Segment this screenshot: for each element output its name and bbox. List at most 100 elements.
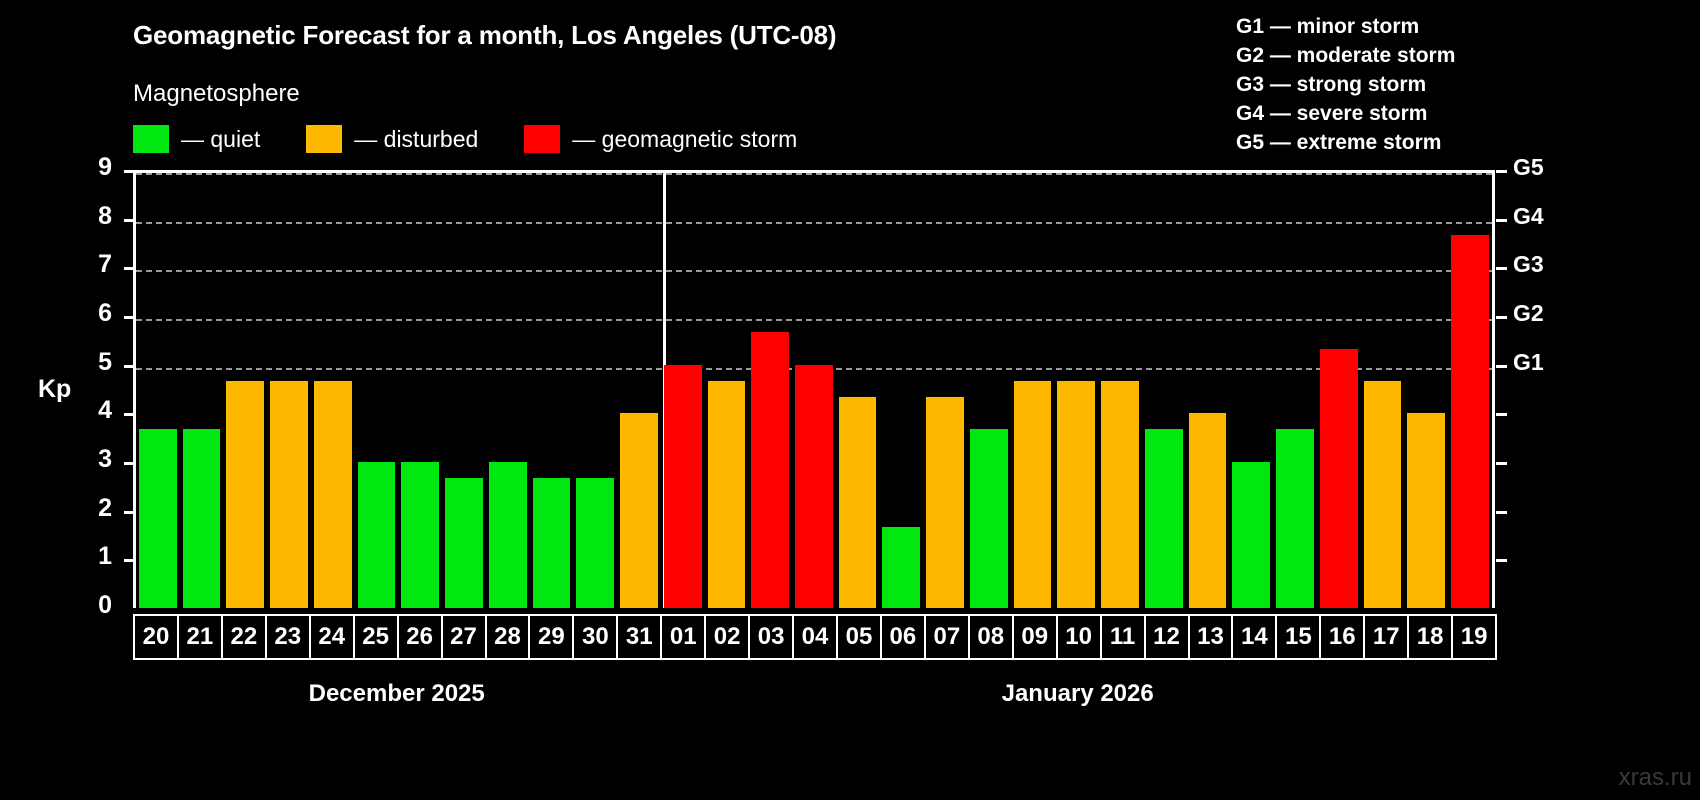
bar-20 (139, 429, 177, 608)
date-cell-16[interactable]: 16 (1319, 614, 1366, 660)
legend-swatch-icon (306, 125, 343, 153)
bar-31 (620, 413, 658, 608)
bar-cell (661, 173, 705, 608)
bar-15 (1276, 429, 1314, 608)
g-tick-G1: G1 (1513, 348, 1544, 375)
bar-12 (1144, 429, 1183, 608)
date-cell-19[interactable]: 19 (1451, 614, 1498, 660)
bar-27 (445, 478, 483, 608)
date-cell-24[interactable]: 24 (308, 614, 355, 660)
y-tick-mark-6 (124, 316, 135, 319)
date-cell-11[interactable]: 11 (1099, 614, 1146, 660)
g-tick-G2: G2 (1513, 300, 1544, 326)
bar-23 (270, 380, 308, 608)
date-cell-04[interactable]: 04 (792, 614, 838, 660)
y-tick-mark-3 (124, 462, 135, 465)
legend-label: — geomagnetic storm (572, 125, 798, 152)
bar-cell (223, 173, 267, 608)
date-cell-31[interactable]: 31 (616, 614, 663, 660)
bar-11 (1101, 380, 1139, 608)
bar-cell (573, 173, 617, 608)
date-cell-06[interactable]: 06 (879, 614, 926, 660)
g-tick-G4: G4 (1513, 202, 1544, 229)
y-tick-0: 0 (98, 591, 112, 619)
bar-10 (1057, 380, 1096, 608)
date-cell-25[interactable]: 25 (352, 614, 399, 660)
legend-item-2: — geomagnetic storm (524, 125, 797, 153)
date-cell-15[interactable]: 15 (1275, 614, 1322, 660)
date-cell-03[interactable]: 03 (748, 614, 795, 660)
g-axis-minor-mark-2 (1496, 510, 1507, 514)
gridline-kp-6 (136, 319, 1492, 321)
date-cell-22[interactable]: 22 (220, 614, 267, 660)
bar-series (136, 173, 1492, 608)
bar-30 (576, 478, 615, 608)
date-cell-26[interactable]: 26 (396, 614, 443, 660)
date-cell-08[interactable]: 08 (967, 614, 1014, 660)
date-cell-09[interactable]: 09 (1011, 614, 1058, 660)
y-tick-2: 2 (98, 493, 112, 522)
y-tick-5: 5 (98, 347, 112, 376)
y-tick-mark-5 (124, 364, 135, 368)
bar-21 (182, 429, 221, 608)
date-cell-13[interactable]: 13 (1187, 614, 1234, 660)
y-tick-mark-2 (124, 510, 135, 514)
g-tick-mark-G2 (1496, 316, 1507, 319)
date-cell-30[interactable]: 30 (572, 614, 619, 660)
bar-cell (1054, 173, 1098, 608)
date-cell-23[interactable]: 23 (264, 614, 311, 660)
bar-cell (442, 173, 486, 608)
y-tick-mark-1 (124, 559, 135, 563)
g-scale-line-4: G4 — severe storm (1236, 102, 1428, 125)
date-cell-29[interactable]: 29 (528, 614, 575, 660)
bar-cell (748, 173, 792, 608)
y-tick-6: 6 (98, 299, 112, 327)
y-tick-mark-7 (124, 267, 135, 271)
bar-cell (705, 173, 749, 608)
bar-04 (795, 364, 833, 608)
bar-18 (1407, 413, 1446, 608)
y-tick-3: 3 (98, 445, 112, 473)
magnetosphere-legend: — quiet — disturbed — geomagnetic storm (133, 124, 843, 154)
date-cell-02[interactable]: 02 (704, 614, 751, 660)
date-cell-28[interactable]: 28 (484, 614, 531, 660)
date-cell-20[interactable]: 20 (133, 614, 179, 660)
y-tick-7: 7 (98, 250, 112, 279)
bar-cell (486, 173, 530, 608)
g-scale-line-5: G5 — extreme storm (1236, 131, 1442, 154)
gridline-kp-7 (136, 270, 1492, 273)
date-cell-12[interactable]: 12 (1143, 614, 1190, 660)
bar-cell (792, 173, 836, 608)
g-tick-mark-G4 (1496, 218, 1507, 222)
date-cell-01[interactable]: 01 (660, 614, 707, 660)
g-scale-line-3: G3 — strong storm (1236, 73, 1427, 96)
date-cell-05[interactable]: 05 (836, 614, 882, 660)
month-caption-january: January 2026 (1001, 680, 1154, 707)
bar-06 (882, 526, 921, 608)
date-cell-21[interactable]: 21 (176, 614, 223, 660)
g-scale-line-1: G1 — minor storm (1236, 15, 1420, 38)
date-cell-07[interactable]: 07 (923, 614, 970, 660)
date-cell-17[interactable]: 17 (1363, 614, 1410, 660)
date-cell-10[interactable]: 10 (1055, 614, 1102, 660)
bar-cell (836, 173, 880, 608)
date-axis: 20 21 22 23 24 25 26 27 28 29 30 31 01 02 03 04 05 06 07 08… (133, 614, 1498, 660)
bar-cell (1098, 173, 1142, 608)
bar-cell (180, 173, 224, 608)
g-axis-minor-mark-4 (1496, 413, 1507, 417)
bar-28 (488, 462, 527, 608)
date-cell-18[interactable]: 18 (1407, 614, 1454, 660)
g-scale-line-2: G2 — moderate storm (1236, 44, 1456, 67)
date-cell-27[interactable]: 27 (440, 614, 487, 660)
legend-swatch-icon (524, 125, 561, 153)
bar-cell (967, 173, 1011, 608)
y-tick-mark-4 (124, 413, 135, 417)
date-cell-14[interactable]: 14 (1231, 614, 1278, 660)
bar-13 (1188, 413, 1227, 608)
gridline-kp-8 (136, 221, 1492, 224)
bar-08 (969, 429, 1008, 608)
bar-cell (1186, 173, 1230, 608)
g-scale-legend: G1 — minor storm G2 — moderate storm G3 — … (1236, 12, 1455, 157)
bar-cell (530, 173, 574, 608)
bar-cell (879, 173, 923, 608)
